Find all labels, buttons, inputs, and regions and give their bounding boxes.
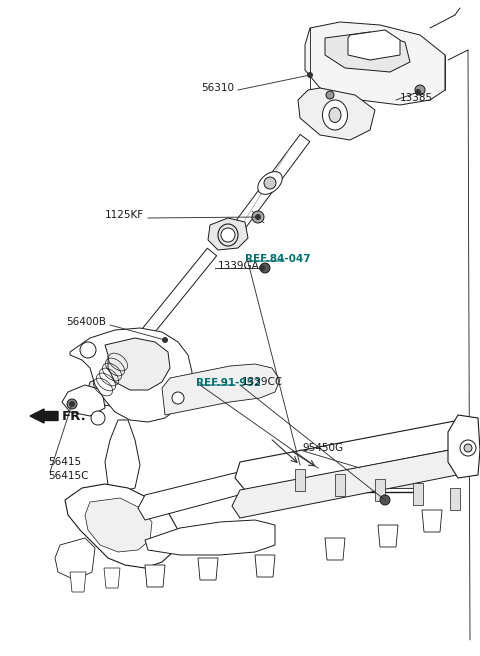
Circle shape [67, 399, 77, 409]
Ellipse shape [323, 100, 348, 130]
Circle shape [260, 263, 270, 273]
Polygon shape [138, 465, 290, 520]
Polygon shape [335, 474, 345, 496]
Polygon shape [325, 538, 345, 560]
Text: FR.: FR. [62, 409, 87, 422]
Circle shape [260, 266, 264, 270]
Polygon shape [105, 338, 170, 390]
Text: 13385: 13385 [400, 93, 433, 103]
Polygon shape [232, 448, 468, 518]
Polygon shape [448, 415, 480, 478]
Text: REF.84-047: REF.84-047 [245, 254, 311, 264]
Ellipse shape [329, 108, 341, 123]
Polygon shape [208, 218, 248, 250]
Polygon shape [97, 248, 216, 392]
Text: 95450G: 95450G [302, 443, 343, 453]
Polygon shape [235, 420, 470, 490]
Polygon shape [55, 538, 95, 580]
Circle shape [91, 411, 105, 425]
Polygon shape [318, 452, 358, 492]
Polygon shape [305, 22, 445, 105]
Text: 1339GA: 1339GA [218, 261, 260, 271]
Polygon shape [105, 420, 140, 492]
Polygon shape [325, 32, 410, 72]
Ellipse shape [258, 172, 282, 194]
Circle shape [308, 73, 312, 77]
Text: 56310: 56310 [201, 83, 234, 93]
Polygon shape [104, 568, 120, 588]
Polygon shape [295, 469, 305, 491]
Text: 56415C: 56415C [48, 471, 88, 481]
Text: REF.91-952: REF.91-952 [196, 378, 261, 388]
Polygon shape [145, 565, 165, 587]
FancyArrow shape [30, 409, 58, 423]
Polygon shape [348, 30, 400, 60]
Circle shape [80, 342, 96, 358]
Circle shape [70, 401, 74, 407]
Text: 1339CC: 1339CC [242, 377, 283, 387]
Circle shape [221, 228, 235, 242]
Circle shape [416, 89, 420, 94]
Polygon shape [375, 479, 385, 501]
Polygon shape [62, 385, 105, 416]
Polygon shape [315, 458, 318, 468]
Polygon shape [85, 498, 152, 552]
Polygon shape [323, 457, 353, 487]
Polygon shape [70, 572, 86, 592]
Polygon shape [65, 484, 178, 568]
Polygon shape [298, 88, 375, 140]
Polygon shape [378, 525, 398, 547]
Text: 1125KF: 1125KF [105, 210, 144, 220]
Polygon shape [413, 483, 423, 505]
Polygon shape [145, 520, 275, 555]
Polygon shape [450, 488, 460, 510]
Circle shape [464, 444, 472, 452]
Polygon shape [198, 558, 218, 580]
Polygon shape [364, 462, 414, 488]
Polygon shape [86, 375, 126, 406]
Circle shape [163, 337, 168, 342]
Polygon shape [255, 555, 275, 577]
Text: 56415: 56415 [48, 457, 81, 467]
Text: 56400B: 56400B [66, 317, 106, 327]
Polygon shape [358, 458, 361, 468]
Polygon shape [70, 328, 192, 422]
Circle shape [264, 177, 276, 189]
Circle shape [326, 91, 334, 99]
Polygon shape [233, 134, 310, 232]
Circle shape [255, 215, 261, 220]
Polygon shape [422, 510, 442, 532]
Polygon shape [162, 364, 280, 415]
Polygon shape [360, 458, 418, 492]
Circle shape [172, 392, 184, 404]
Circle shape [415, 85, 425, 95]
Circle shape [252, 211, 264, 223]
Circle shape [460, 440, 476, 456]
Circle shape [380, 495, 390, 505]
